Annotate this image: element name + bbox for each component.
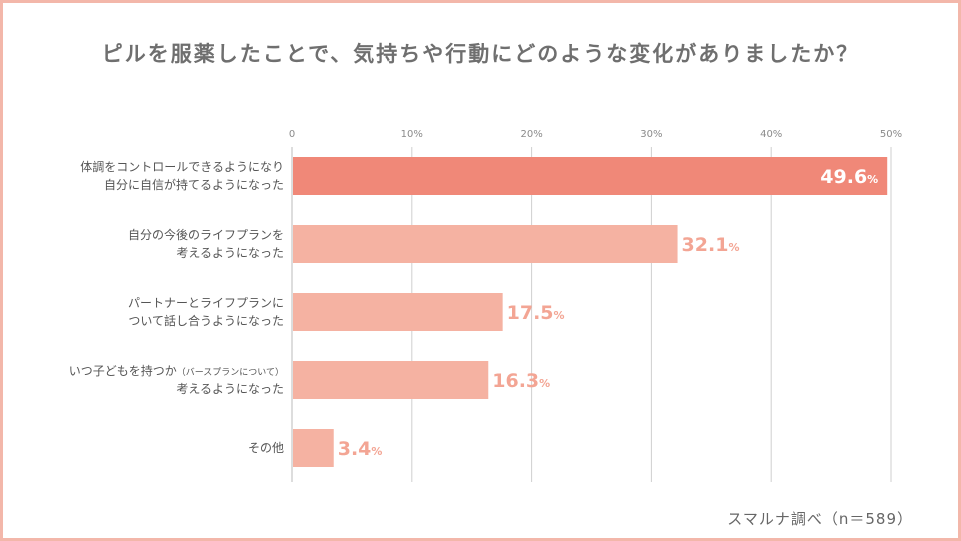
value-label: 17.5% [507,302,565,324]
bar [293,429,334,467]
tick-label: 40% [760,129,782,140]
chart-title: ピルを服薬したことで、気持ちや行動にどのような変化がありましたか？ [101,42,860,66]
category-label: ついて話し合うようになった [128,313,284,328]
category-label: パートナーとライフプランに [128,296,284,310]
category-label: 自分の今後のライフプランを [128,227,284,242]
category-label: 自分に自信が持てるようになった [104,177,284,192]
category-label: いつ子どもを持つか（バースプランについて） [69,363,284,378]
value-label: 49.6% [820,166,878,188]
tick-label: 50% [880,129,902,140]
category-label: 考えるようになった [176,382,284,396]
tick-label: 30% [640,129,662,140]
bar [293,361,489,399]
bar [293,293,503,331]
tick-label: 0 [289,129,295,140]
category-label: その他 [248,441,284,455]
tick-label: 20% [520,129,542,140]
bar [293,157,888,195]
category-label: 考えるようになった [176,246,284,260]
bar [293,225,678,263]
category-label: 体調をコントロールできるようになり [80,160,284,174]
value-label: 32.1% [682,234,740,256]
source-note: スマルナ調べ（n＝589） [727,510,913,528]
value-label: 16.3% [492,370,550,392]
value-label: 3.4% [338,438,383,460]
tick-label: 10% [401,129,423,140]
